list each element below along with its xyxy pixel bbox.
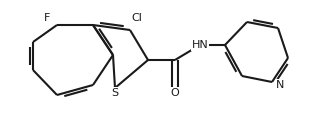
Text: Cl: Cl bbox=[132, 13, 142, 23]
Text: N: N bbox=[276, 80, 284, 90]
Text: S: S bbox=[111, 88, 119, 98]
Text: F: F bbox=[44, 13, 50, 23]
Text: O: O bbox=[171, 88, 179, 98]
Text: HN: HN bbox=[192, 40, 208, 50]
